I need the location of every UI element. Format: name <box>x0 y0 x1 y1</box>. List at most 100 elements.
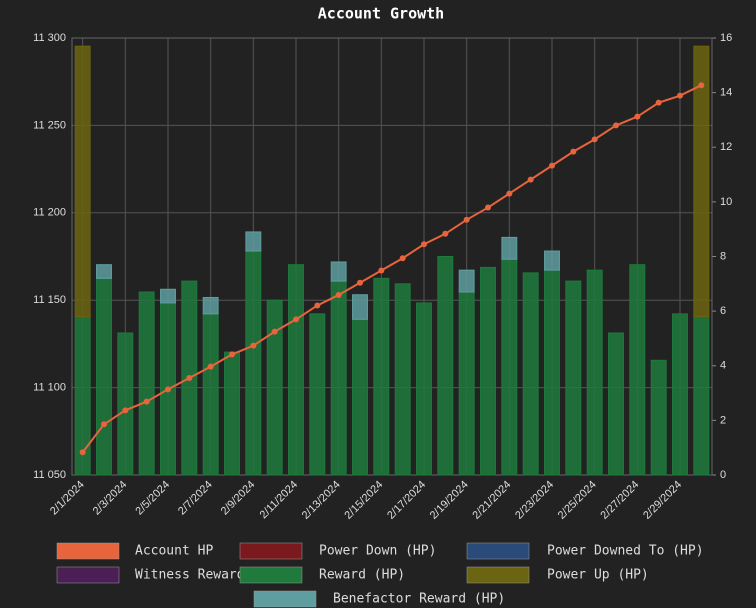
x-tick-label: 2/5/2024 <box>133 479 172 518</box>
point <box>79 449 86 456</box>
legend-swatch <box>239 542 303 560</box>
bar <box>608 332 624 476</box>
point <box>485 204 491 211</box>
legend-swatch <box>466 542 530 560</box>
bar <box>245 231 262 252</box>
point <box>293 316 299 323</box>
bar <box>394 283 411 476</box>
y2-tick-label: 16 <box>720 32 732 44</box>
bar <box>138 291 155 476</box>
y2-tick-label: 14 <box>720 87 732 99</box>
bar <box>565 280 582 476</box>
point <box>271 328 278 335</box>
plot-frame <box>71 37 713 476</box>
bar <box>480 266 496 476</box>
bar <box>330 280 347 476</box>
point <box>570 148 577 155</box>
y2-tick-label: 0 <box>720 469 726 481</box>
bar <box>352 294 368 320</box>
point <box>591 136 598 143</box>
bar <box>458 269 475 293</box>
bar <box>309 313 326 476</box>
bar <box>693 45 710 318</box>
point <box>698 82 705 89</box>
legend-label: Power Downed To (HP) <box>547 544 704 559</box>
x-tick-label: 2/13/2024 <box>300 479 343 522</box>
point <box>549 162 555 169</box>
y2-tick-label: 10 <box>720 196 732 208</box>
bar <box>672 313 688 476</box>
y2-tick-label: 4 <box>720 360 726 372</box>
point <box>378 267 385 274</box>
bar <box>224 351 240 476</box>
point <box>399 255 406 262</box>
point <box>463 216 470 223</box>
bar <box>693 316 710 476</box>
bar <box>522 272 539 476</box>
point <box>143 398 150 405</box>
x-tick-label: 2/3/2024 <box>91 479 130 518</box>
y-tick-label: 11 150 <box>33 294 66 306</box>
point <box>506 190 513 197</box>
bar <box>650 359 667 476</box>
bar <box>202 296 219 315</box>
point <box>442 230 449 237</box>
y2-tick-label: 8 <box>720 250 726 262</box>
point <box>229 351 235 358</box>
bar <box>245 250 262 476</box>
point <box>335 291 342 298</box>
bar <box>416 302 432 476</box>
point <box>122 407 129 414</box>
x-tick-label: 2/27/2024 <box>598 479 641 522</box>
x-tick-label: 2/9/2024 <box>219 479 258 518</box>
y2-tick-label: 6 <box>720 305 726 317</box>
bar <box>629 264 646 476</box>
point <box>357 279 363 286</box>
legend-swatch <box>56 566 120 584</box>
legend-swatch <box>239 566 303 584</box>
point <box>186 374 193 381</box>
line <box>81 84 702 453</box>
chart-title: Account Growth <box>318 5 444 23</box>
bar <box>330 261 347 282</box>
y-tick-label: 11 300 <box>33 32 66 44</box>
y-tick-label: 11 050 <box>33 469 66 481</box>
x-tick-label: 2/17/2024 <box>385 479 428 522</box>
bar <box>373 277 390 476</box>
point <box>634 113 641 120</box>
bar <box>96 264 112 279</box>
legend-label: Reward (HP) <box>319 568 405 583</box>
legend-swatch <box>466 566 530 584</box>
bar <box>96 277 112 476</box>
x-tick-label: 2/1/2024 <box>48 479 87 518</box>
bar <box>544 250 560 271</box>
legend-swatch <box>253 590 317 608</box>
x-tick-label: 2/21/2024 <box>470 479 513 522</box>
x-tick-label: 2/29/2024 <box>641 479 684 522</box>
x-tick-label: 2/25/2024 <box>556 479 599 522</box>
point <box>165 386 171 393</box>
bar <box>160 288 176 304</box>
bar <box>501 258 518 476</box>
legend-label: Benefactor Reward (HP) <box>333 592 505 607</box>
point <box>527 176 534 183</box>
bar <box>266 299 283 476</box>
point <box>677 92 683 99</box>
bar <box>202 313 219 476</box>
x-tick-label: 2/11/2024 <box>258 479 301 522</box>
point <box>207 363 214 370</box>
x-tick-label: 2/7/2024 <box>176 479 215 518</box>
bar <box>288 264 304 476</box>
bar <box>352 318 368 476</box>
point <box>314 302 321 309</box>
legend-swatch <box>56 542 120 560</box>
y-tick-label: 11 100 <box>33 382 66 394</box>
bar <box>586 269 603 476</box>
bar <box>501 236 518 260</box>
x-tick-label: 2/19/2024 <box>428 479 471 522</box>
legend-label: Account HP <box>135 544 213 559</box>
y2-tick-label: 2 <box>720 414 726 426</box>
y-tick-label: 11 200 <box>33 207 66 219</box>
legend-label: Power Down (HP) <box>319 544 436 559</box>
